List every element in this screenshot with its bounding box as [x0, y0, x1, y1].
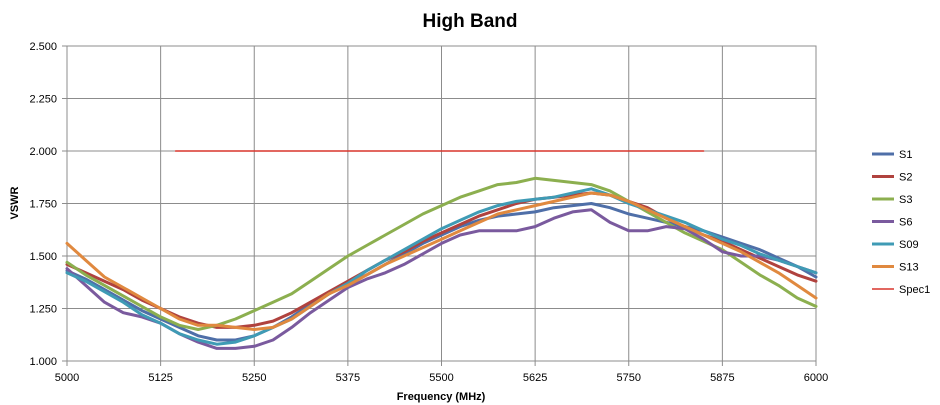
grid — [66, 45, 817, 362]
x-tick-label: 5500 — [429, 372, 453, 384]
y-tick-label: 1.000 — [29, 356, 57, 368]
series-line-s3 — [65, 176, 818, 331]
y-tick-label: 2.500 — [29, 41, 57, 53]
x-tick-label: 6000 — [804, 372, 828, 384]
y-tick-label: 2.250 — [29, 94, 57, 106]
y-tick-label: 2.000 — [29, 146, 57, 158]
y-tick-label: 1.750 — [29, 199, 57, 211]
series-lines — [65, 150, 818, 350]
y-axis-label: VSWR — [9, 186, 21, 219]
legend-label-s6: S6 — [899, 217, 912, 229]
x-tick-label: 5375 — [336, 372, 360, 384]
x-tick-label: 5750 — [617, 372, 641, 384]
legend-label-spec1: Spec1 — [899, 284, 930, 296]
x-axis-label: Frequency (MHz) — [397, 391, 486, 403]
legend-label-s3: S3 — [899, 194, 912, 206]
series-line-s13 — [65, 191, 818, 331]
series-line-s09 — [65, 187, 818, 346]
x-tick-label: 5625 — [523, 372, 547, 384]
legend-label-s1: S1 — [899, 149, 912, 161]
legend-label-s09: S09 — [899, 239, 919, 251]
x-axis-ticks: 5000 5125 5250 5375 5500 5625 5750 5875 6000 — [55, 361, 828, 384]
chart-title: High Band — [423, 11, 518, 32]
y-axis-ticks: 1.000 1.250 1.500 1.750 2.000 2.250 2.500 — [29, 41, 67, 368]
legend-label-s13: S13 — [899, 262, 919, 274]
x-tick-label: 5125 — [148, 372, 172, 384]
legend-label-s2: S2 — [899, 172, 912, 184]
y-tick-label: 1.500 — [29, 251, 57, 263]
x-tick-label: 5875 — [710, 372, 734, 384]
x-tick-label: 5250 — [242, 372, 266, 384]
x-tick-label: 5000 — [55, 372, 79, 384]
y-tick-label: 1.250 — [29, 304, 57, 316]
legend: S1 S2 S3 S6 S09 S13 Spec1 — [872, 149, 930, 296]
